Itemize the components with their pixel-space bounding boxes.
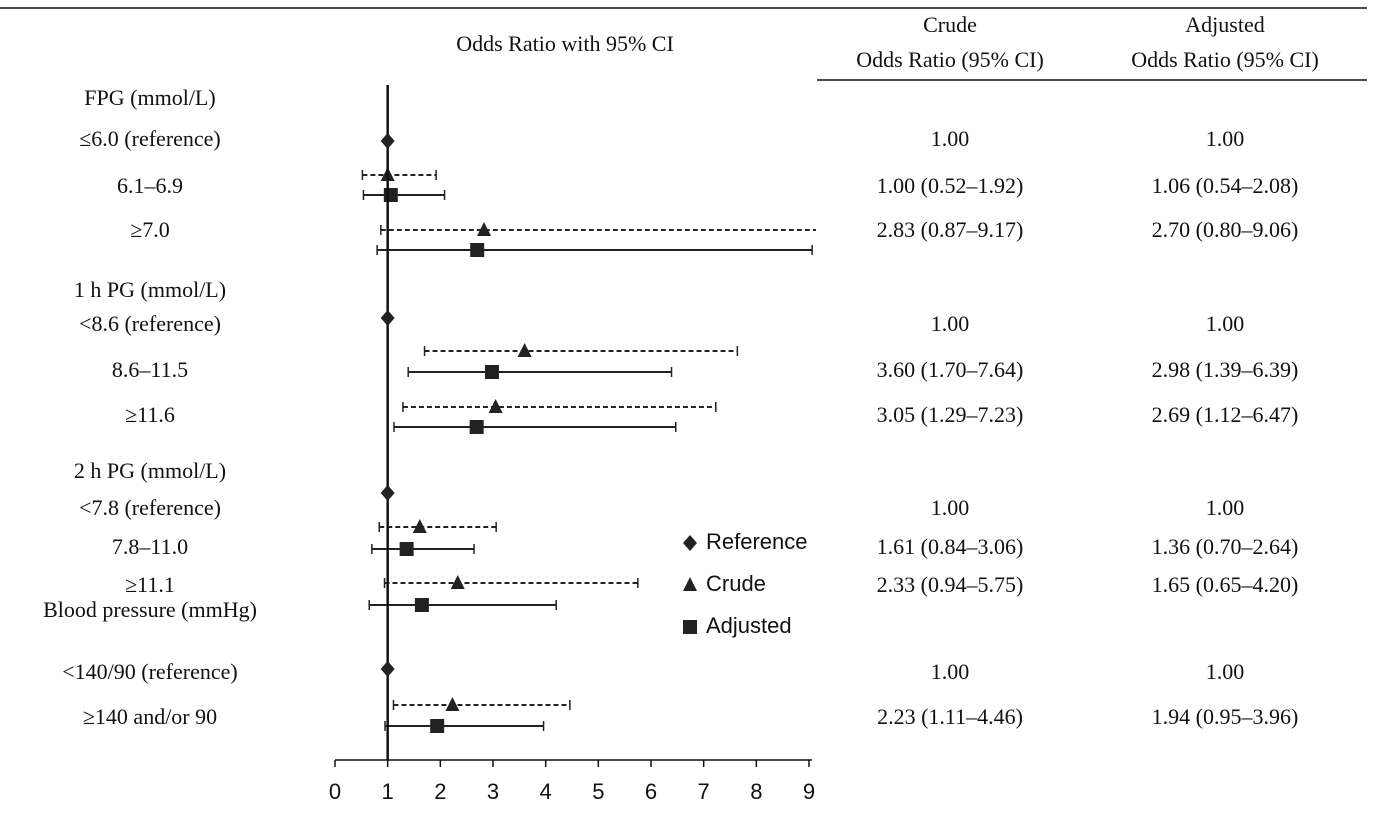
crude-value: 1.00 (0.52–1.92): [877, 173, 1024, 198]
adjusted-value: 1.36 (0.70–2.64): [1152, 534, 1299, 559]
legend-label: Reference: [706, 529, 808, 554]
x-tick-label: 8: [750, 779, 762, 804]
diamond-marker: [380, 133, 395, 149]
plot-area: [361, 167, 816, 733]
adjusted-value: 1.00: [1206, 126, 1245, 151]
x-tick-label: 9: [803, 779, 815, 804]
square-marker: [414, 598, 429, 612]
square-marker: [470, 243, 485, 257]
triangle-marker: [517, 343, 532, 357]
row-label: ≤6.0 (reference): [79, 126, 221, 151]
row-label: 6.1–6.9: [117, 173, 183, 198]
diamond-marker: [380, 485, 395, 501]
diamond-marker: [380, 310, 395, 326]
adjusted-value: 2.98 (1.39–6.39): [1152, 357, 1299, 382]
adjusted-value: 1.94 (0.95–3.96): [1152, 704, 1299, 729]
group-label: FPG (mmol/L): [84, 85, 215, 110]
row-label: 7.8–11.0: [112, 534, 188, 559]
row-label: ≥140 and/or 90: [83, 704, 217, 729]
crude-value: 2.33 (0.94–5.75): [877, 572, 1024, 597]
square-marker: [430, 719, 445, 733]
x-tick-label: 7: [698, 779, 710, 804]
group-label: Blood pressure (mmHg): [43, 597, 257, 622]
adjusted-value: 2.69 (1.12–6.47): [1152, 402, 1299, 427]
legend-label: Crude: [706, 571, 766, 596]
row-label: <140/90 (reference): [62, 659, 237, 684]
x-tick-label: 1: [382, 779, 394, 804]
row-label: ≥7.0: [130, 217, 170, 242]
triangle-marker: [488, 399, 503, 413]
crude-value: 1.00: [931, 495, 970, 520]
crude-value: 2.23 (1.11–4.46): [877, 704, 1023, 729]
x-tick-label: 6: [645, 779, 657, 804]
crude-value: 1.00: [931, 659, 970, 684]
square-marker: [383, 188, 398, 202]
chart-title: Odds Ratio with 95% CI: [456, 31, 674, 56]
column-header: Odds Ratio (95% CI): [856, 47, 1044, 72]
row-label: ≥11.1: [125, 572, 175, 597]
legend-label: Adjusted: [706, 613, 792, 638]
legend-marker: [683, 577, 697, 591]
x-tick-label: 4: [540, 779, 552, 804]
crude-value: 1.61 (0.84–3.06): [877, 534, 1024, 559]
square-marker: [399, 542, 414, 556]
x-tick-label: 5: [592, 779, 604, 804]
row-label: <7.8 (reference): [79, 495, 221, 520]
crude-value: 2.83 (0.87–9.17): [877, 217, 1024, 242]
triangle-marker: [477, 222, 492, 236]
column-header: Adjusted: [1185, 12, 1264, 37]
crude-value: 3.60 (1.70–7.64): [877, 357, 1024, 382]
adjusted-value: 1.06 (0.54–2.08): [1152, 173, 1299, 198]
adjusted-value: 2.70 (0.80–9.06): [1152, 217, 1299, 242]
square-marker: [469, 420, 484, 434]
triangle-marker: [412, 519, 427, 533]
x-tick-label: 2: [434, 779, 446, 804]
column-header: Odds Ratio (95% CI): [1131, 47, 1319, 72]
group-label: 2 h PG (mmol/L): [74, 458, 226, 483]
column-header: Crude: [923, 12, 977, 37]
legend-marker: [683, 620, 697, 634]
row-label: <8.6 (reference): [79, 311, 221, 336]
row-label: ≥11.6: [125, 402, 175, 427]
triangle-marker: [445, 697, 460, 711]
adjusted-value: 1.65 (0.65–4.20): [1152, 572, 1299, 597]
adjusted-value: 1.00: [1206, 495, 1245, 520]
triangle-marker: [450, 575, 465, 589]
group-label: 1 h PG (mmol/L): [74, 277, 226, 302]
legend-marker: [683, 535, 697, 551]
crude-value: 1.00: [931, 311, 970, 336]
x-tick-label: 0: [329, 779, 341, 804]
adjusted-value: 1.00: [1206, 659, 1245, 684]
row-label: 8.6–11.5: [112, 357, 188, 382]
crude-value: 1.00: [931, 126, 970, 151]
square-marker: [484, 365, 499, 379]
x-tick-label: 3: [487, 779, 499, 804]
crude-value: 3.05 (1.29–7.23): [877, 402, 1024, 427]
adjusted-value: 1.00: [1206, 311, 1245, 336]
diamond-marker: [380, 661, 395, 677]
